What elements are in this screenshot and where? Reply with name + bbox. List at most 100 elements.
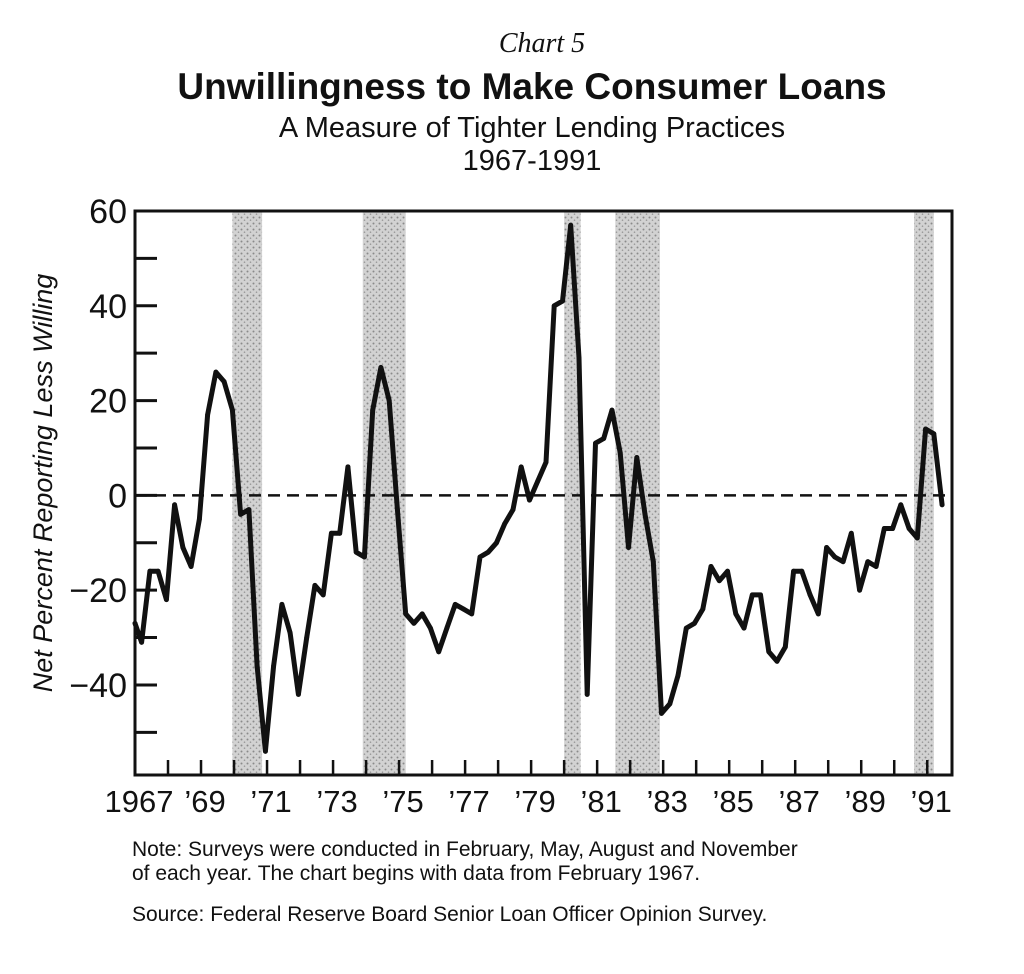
axis-ticks-group [133, 209, 929, 775]
x-tick-label: 1967 [105, 784, 174, 819]
x-tick-label: ’83 [646, 784, 687, 819]
data-point [411, 620, 417, 626]
y-axis-label: Net Percent Reporting Less Willing [28, 274, 58, 692]
data-point [832, 554, 838, 560]
data-point [642, 511, 648, 517]
data-point [857, 587, 862, 593]
data-point [263, 748, 268, 754]
data-point [865, 559, 871, 565]
data-point [221, 379, 227, 384]
y-tick-label: 60 [89, 193, 127, 231]
y-tick-label: 0 [108, 477, 127, 515]
data-point [626, 545, 631, 550]
data-point [403, 611, 409, 617]
x-tick-label: ’75 [382, 784, 423, 819]
data-point [906, 526, 912, 531]
data-point [238, 511, 244, 517]
data-point [205, 412, 211, 418]
data-point [716, 578, 722, 584]
data-point [650, 559, 656, 565]
data-point [758, 592, 763, 598]
data-point [898, 502, 904, 508]
data-point [139, 639, 145, 645]
data-point [848, 530, 854, 536]
data-point [345, 464, 351, 470]
data-point [881, 526, 887, 531]
chart-label: Chart 5 [498, 28, 586, 59]
data-point [683, 625, 689, 631]
data-point [791, 568, 796, 574]
data-point [675, 673, 681, 678]
recession-band-5 [914, 211, 934, 775]
data-point [469, 611, 475, 617]
data-point [271, 663, 276, 669]
y-tick-label: −40 [69, 667, 127, 705]
data-point [749, 592, 755, 598]
data-point [667, 701, 673, 707]
data-point [914, 535, 920, 541]
data-points-group [132, 222, 945, 754]
data-point [617, 450, 623, 456]
x-tick-label: ’87 [779, 784, 820, 819]
data-point [560, 298, 565, 304]
data-point [741, 625, 747, 631]
data-point [329, 530, 334, 536]
data-point [873, 564, 879, 569]
data-point [320, 592, 326, 598]
x-tick-label: ’69 [184, 784, 225, 819]
data-point [370, 407, 376, 413]
plot-frame [133, 209, 954, 777]
x-tick-label: ’77 [448, 784, 489, 819]
data-point [692, 620, 697, 626]
data-point [296, 692, 301, 697]
data-point [568, 222, 574, 228]
data-point [502, 521, 508, 527]
data-point [395, 507, 400, 512]
data-point [593, 440, 598, 446]
data-point [535, 478, 541, 484]
data-point [576, 355, 582, 361]
data-point [312, 583, 318, 588]
chart-years: 1967-1991 [462, 145, 602, 177]
data-point [304, 635, 310, 640]
data-point [172, 502, 178, 508]
data-point [766, 649, 772, 655]
data-point [230, 407, 235, 413]
data-point [782, 644, 788, 650]
data-point [551, 303, 557, 309]
note-line-1: Note: Surveys were conducted in February… [132, 838, 798, 861]
data-point [246, 507, 252, 512]
x-tick-label: ’85 [712, 784, 753, 819]
data-point [147, 568, 153, 574]
data-point [659, 711, 664, 716]
data-point [601, 436, 607, 441]
data-point [494, 540, 499, 546]
data-point [939, 502, 945, 508]
data-point [518, 464, 524, 470]
chart-source: Source: Federal Reserve Board Senior Loa… [132, 903, 768, 926]
data-point [824, 545, 829, 550]
data-point [419, 611, 425, 617]
data-point [188, 564, 194, 569]
data-point [815, 611, 821, 617]
data-point [180, 545, 186, 550]
data-point [279, 602, 285, 607]
data-point [353, 549, 359, 555]
data-point [510, 507, 516, 512]
data-point [477, 554, 483, 560]
data-point [733, 611, 739, 617]
data-point [287, 630, 293, 636]
chart-title: Unwillingness to Make Consumer Loans [177, 66, 887, 107]
data-point [386, 398, 392, 403]
data-point [840, 559, 846, 565]
note-line-2: of each year. The chart begins with data… [132, 862, 701, 885]
data-point [543, 459, 549, 465]
data-point [807, 592, 813, 598]
data-point [132, 620, 138, 626]
data-point [584, 692, 590, 697]
x-tick-label: ’89 [845, 784, 886, 819]
data-point [890, 526, 895, 531]
data-point [931, 431, 937, 437]
data-point [436, 649, 442, 655]
